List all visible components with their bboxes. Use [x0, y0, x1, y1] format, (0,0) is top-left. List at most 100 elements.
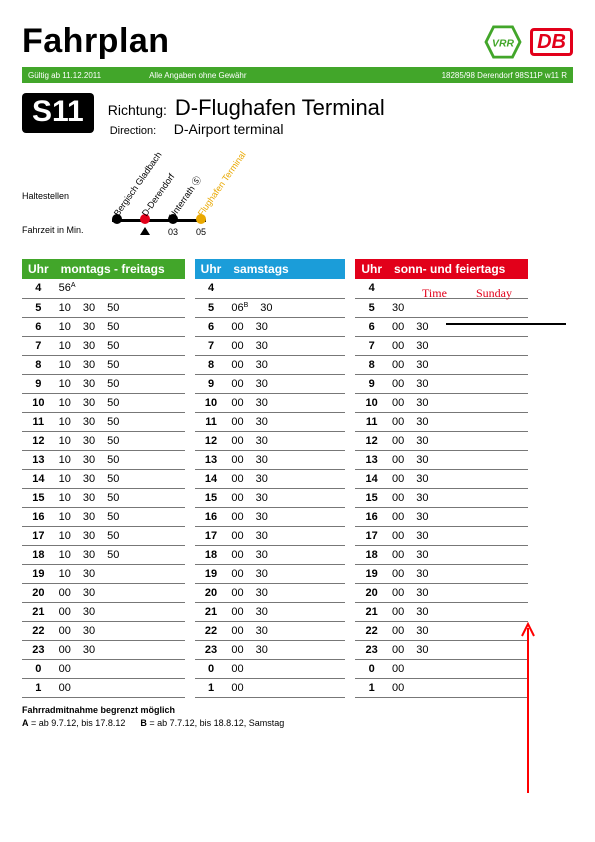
minutes-cell: 0030	[388, 488, 528, 507]
hour-cell: 1	[22, 678, 55, 697]
minutes-cell: 103050	[55, 355, 185, 374]
timetable-row: 200030	[195, 583, 346, 602]
hour-cell: 17	[355, 526, 388, 545]
minutes-cell: 0030	[55, 640, 185, 659]
page-title: Fahrplan	[22, 22, 170, 61]
hour-cell: 14	[355, 469, 388, 488]
hour-cell: 15	[355, 488, 388, 507]
timetable-row: 100030	[195, 393, 346, 412]
timetable-row: 4	[195, 279, 346, 298]
hour-cell: 14	[22, 469, 55, 488]
col-header-label: samstags	[227, 259, 345, 279]
timetable-row: 180030	[195, 545, 346, 564]
hour-cell: 19	[22, 564, 55, 583]
note-a-text: = ab 9.7.12, bis 17.8.12	[31, 718, 125, 728]
timetable-row: 230030	[195, 640, 346, 659]
minutes-cell: 0030	[388, 336, 528, 355]
hour-cell: 20	[22, 583, 55, 602]
minutes-cell: 0030	[388, 621, 528, 640]
timetable-row: 13103050	[22, 450, 185, 469]
hour-cell: 1	[195, 678, 228, 697]
minutes-cell: 0030	[227, 393, 345, 412]
minutes-cell: 0030	[388, 374, 528, 393]
hour-cell: 7	[195, 336, 228, 355]
minutes-cell: 00	[227, 678, 345, 697]
stop-label: Bergisch Gladbach	[112, 150, 164, 218]
minutes-cell: 0030	[227, 621, 345, 640]
timetable-row: 170030	[355, 526, 528, 545]
stop-travel-time: 05	[193, 227, 209, 237]
annotation-arrow-icon	[518, 618, 538, 798]
footer-notes: Fahrradmitnahme begrenzt möglich A = ab …	[22, 704, 573, 731]
minutes-cell: 0030	[227, 564, 345, 583]
hour-cell: 8	[355, 355, 388, 374]
hour-cell: 14	[195, 469, 228, 488]
timetable-row: 100	[355, 678, 528, 697]
hour-cell: 23	[195, 640, 228, 659]
timetable-row: 110030	[355, 412, 528, 431]
minutes-cell: 0030	[227, 469, 345, 488]
hour-cell: 10	[195, 393, 228, 412]
minutes-cell: 103050	[55, 412, 185, 431]
hour-cell: 12	[355, 431, 388, 450]
timetable-row: 6103050	[22, 317, 185, 336]
minutes-cell: 103050	[55, 488, 185, 507]
minutes-cell: 103050	[55, 374, 185, 393]
minutes-cell: 0030	[55, 602, 185, 621]
minutes-cell: 0030	[227, 602, 345, 621]
vrr-logo-icon: VRR	[484, 25, 522, 59]
timetable-row: 220030	[22, 621, 185, 640]
timetable-row: 130030	[195, 450, 346, 469]
hour-cell: 11	[22, 412, 55, 431]
timetable-row: 140030	[195, 469, 346, 488]
hour-cell: 6	[355, 317, 388, 336]
timetable-row: 150030	[355, 488, 528, 507]
timetable-row: 150030	[195, 488, 346, 507]
disclaimer: Alle Angaben ohne Gewähr	[149, 71, 246, 80]
minutes-cell: 00	[388, 678, 528, 697]
timetable-row: 14103050	[22, 469, 185, 488]
timetable-row: 8103050	[22, 355, 185, 374]
timetable-row: 120030	[195, 431, 346, 450]
hour-cell: 4	[195, 279, 228, 298]
minutes-cell: 00	[55, 678, 185, 697]
timetable-row: 000	[195, 659, 346, 678]
hour-cell: 0	[355, 659, 388, 678]
minutes-cell: 0030	[388, 412, 528, 431]
minutes-cell: 103050	[55, 507, 185, 526]
hour-cell: 17	[195, 526, 228, 545]
timetable-row: 70030	[355, 336, 528, 355]
direction-value-de: D-Flughafen Terminal	[175, 95, 385, 121]
timetable-row: 90030	[355, 374, 528, 393]
hour-cell: 0	[195, 659, 228, 678]
timetable-row: 80030	[355, 355, 528, 374]
hour-cell: 7	[22, 336, 55, 355]
minutes-cell: 1030	[55, 564, 185, 583]
timetable-row: 9103050	[22, 374, 185, 393]
line-badge: S11	[22, 93, 94, 133]
minutes-cell: 103050	[55, 545, 185, 564]
timetable-row: 456A	[22, 279, 185, 298]
hour-cell: 21	[22, 602, 55, 621]
stops-diagram: Haltestellen Fahrzeit in Min. Bergisch G…	[22, 151, 573, 241]
timetable-row: 7103050	[22, 336, 185, 355]
hour-cell: 7	[355, 336, 388, 355]
hour-cell: 23	[355, 640, 388, 659]
minutes-cell: 06B30	[227, 298, 345, 317]
hour-cell: 4	[22, 279, 55, 298]
timetable-row: 200030	[355, 583, 528, 602]
timetable-row: 170030	[195, 526, 346, 545]
minutes-cell: 0030	[227, 412, 345, 431]
timetable-row: 11103050	[22, 412, 185, 431]
svg-text:VRR: VRR	[492, 38, 514, 49]
timetable-row: 000	[22, 659, 185, 678]
hour-cell: 21	[195, 602, 228, 621]
minutes-cell: 0030	[227, 488, 345, 507]
hour-cell: 21	[355, 602, 388, 621]
minutes-cell: 0030	[227, 640, 345, 659]
minutes-cell: 0030	[55, 621, 185, 640]
hour-cell: 17	[22, 526, 55, 545]
minutes-cell: 103050	[55, 469, 185, 488]
hour-cell: 11	[195, 412, 228, 431]
timetable-row: 120030	[355, 431, 528, 450]
